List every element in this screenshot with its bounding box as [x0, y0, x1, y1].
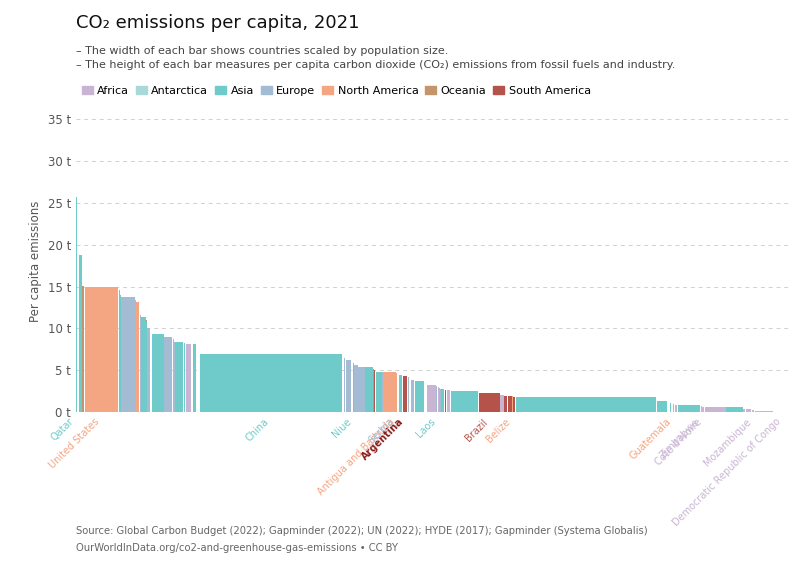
Bar: [358, 367, 365, 412]
Text: Antigua and Barbuda: Antigua and Barbuda: [316, 416, 397, 497]
Bar: [674, 405, 678, 412]
Text: United States: United States: [47, 416, 102, 471]
Bar: [678, 405, 700, 412]
Bar: [726, 407, 742, 412]
Bar: [415, 381, 425, 412]
Bar: [445, 390, 446, 412]
Bar: [136, 302, 139, 412]
Text: Our World: Our World: [700, 20, 760, 30]
Bar: [82, 286, 84, 412]
Bar: [752, 410, 754, 412]
Text: Laos: Laos: [414, 416, 438, 440]
Bar: [147, 328, 150, 412]
Text: Serbia: Serbia: [367, 416, 396, 446]
Text: Mozambique: Mozambique: [702, 416, 753, 468]
Bar: [374, 370, 375, 412]
Bar: [152, 334, 164, 412]
Text: Guatemala: Guatemala: [628, 416, 674, 462]
Text: in Data: in Data: [709, 38, 751, 49]
Bar: [504, 396, 507, 412]
Bar: [186, 344, 191, 412]
Text: Belize: Belize: [485, 416, 513, 444]
Bar: [501, 395, 503, 412]
Bar: [403, 376, 407, 412]
Bar: [85, 288, 118, 412]
Bar: [670, 403, 671, 412]
Bar: [376, 372, 382, 412]
Text: Qatar: Qatar: [50, 416, 76, 443]
Text: Niue: Niue: [330, 416, 354, 440]
Text: Zimbabwe: Zimbabwe: [658, 416, 702, 460]
Bar: [173, 338, 174, 412]
Bar: [478, 393, 500, 412]
Bar: [194, 345, 196, 412]
Text: CO₂ emissions per capita, 2021: CO₂ emissions per capita, 2021: [76, 14, 359, 32]
Bar: [673, 404, 674, 412]
Bar: [516, 397, 656, 412]
Text: Democratic Republic of Congo: Democratic Republic of Congo: [671, 416, 783, 528]
Bar: [762, 411, 773, 412]
Bar: [118, 290, 120, 412]
Bar: [354, 364, 358, 412]
Text: OurWorldInData.org/co2-and-greenhouse-gas-emissions • CC BY: OurWorldInData.org/co2-and-greenhouse-ga…: [76, 542, 398, 553]
Bar: [142, 317, 146, 412]
Bar: [200, 354, 342, 412]
Text: Argentina: Argentina: [359, 416, 405, 462]
Legend: Africa, Antarctica, Asia, Europe, North America, Oceania, South America: Africa, Antarctica, Asia, Europe, North …: [82, 86, 590, 96]
Bar: [702, 407, 704, 412]
Bar: [513, 397, 515, 412]
Text: – The width of each bar shows countries scaled by population size.: – The width of each bar shows countries …: [76, 46, 448, 57]
Bar: [755, 411, 761, 412]
Bar: [743, 409, 746, 412]
Text: Source: Global Carbon Budget (2022); Gapminder (2022); UN (2022); HYDE (2017); G: Source: Global Carbon Budget (2022); Gap…: [76, 525, 648, 536]
Bar: [78, 255, 82, 412]
Bar: [399, 375, 402, 412]
Bar: [366, 367, 373, 412]
Bar: [705, 407, 726, 412]
Bar: [346, 359, 351, 412]
Bar: [441, 389, 444, 412]
Text: China: China: [244, 416, 271, 444]
Bar: [383, 372, 395, 412]
Bar: [701, 406, 702, 412]
Bar: [746, 409, 751, 412]
Bar: [426, 385, 436, 412]
Bar: [164, 337, 172, 412]
Bar: [508, 397, 512, 412]
Y-axis label: Per capita emissions: Per capita emissions: [30, 201, 42, 322]
Bar: [184, 343, 186, 412]
Bar: [410, 380, 414, 412]
Bar: [446, 390, 450, 412]
Text: Brazil: Brazil: [463, 416, 490, 443]
Text: Cote d'Ivoire: Cote d'Ivoire: [653, 416, 703, 467]
Text: – The height of each bar measures per capita carbon dioxide (CO₂) emissions from: – The height of each bar measures per ca…: [76, 60, 675, 71]
Bar: [657, 401, 667, 412]
Bar: [408, 377, 409, 412]
Bar: [451, 392, 478, 412]
Bar: [122, 297, 135, 412]
Bar: [175, 342, 183, 412]
